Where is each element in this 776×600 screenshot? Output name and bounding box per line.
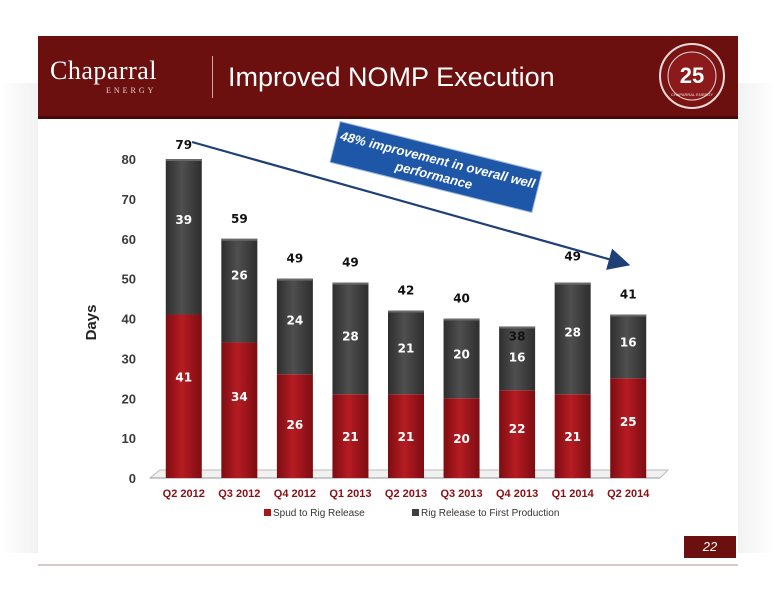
bar-top-edge bbox=[443, 318, 480, 321]
bar-spud-to-rig-release bbox=[499, 390, 536, 478]
bar-top-edge bbox=[610, 314, 647, 317]
bar-rig-release-to-first-production bbox=[499, 326, 536, 391]
bar-spud-to-rig-release bbox=[221, 342, 258, 478]
data-label-total: 79 bbox=[175, 138, 192, 152]
bar-top-edge bbox=[221, 238, 258, 241]
footer-line bbox=[38, 564, 738, 566]
data-label-release: 39 bbox=[175, 213, 192, 227]
data-label-release: 28 bbox=[564, 325, 581, 339]
left-shadow bbox=[0, 83, 38, 553]
data-label-release: 24 bbox=[287, 313, 304, 327]
x-tick-label: Q2 2014 bbox=[607, 488, 650, 500]
data-label-spud: 21 bbox=[342, 430, 359, 444]
bar-spud-to-rig-release bbox=[276, 374, 313, 478]
data-label-total: 49 bbox=[287, 252, 304, 266]
bar-top-edge bbox=[332, 282, 369, 285]
callout-box: 48% improvement in overall well performa… bbox=[329, 120, 543, 214]
data-label-spud: 41 bbox=[175, 370, 192, 384]
header-underline bbox=[38, 116, 738, 119]
bar-top-edge bbox=[165, 159, 202, 161]
bar-rig-release-to-first-production bbox=[388, 310, 424, 395]
data-label-total: 40 bbox=[453, 292, 470, 306]
y-tick-label: 70 bbox=[122, 192, 136, 207]
bar-rig-release-to-first-production bbox=[443, 318, 480, 399]
company-logo: Chaparral ENERGY bbox=[50, 56, 200, 98]
bar-spud-to-rig-release bbox=[332, 394, 369, 478]
data-label-spud: 34 bbox=[231, 390, 248, 404]
bar-rig-release-to-first-production bbox=[610, 314, 647, 379]
right-shadow bbox=[738, 83, 776, 553]
legend-label-spud: Spud to Rig Release bbox=[273, 508, 365, 519]
bar-top-edge bbox=[554, 282, 591, 285]
y-tick-label: 10 bbox=[122, 431, 136, 446]
bar-spud-to-rig-release bbox=[388, 394, 424, 478]
bar-spud-to-rig-release bbox=[554, 394, 591, 478]
data-label-spud: 22 bbox=[509, 422, 526, 436]
bar-rig-release-to-first-production bbox=[554, 282, 591, 395]
bar-rig-release-to-first-production bbox=[332, 282, 369, 395]
data-label-spud: 20 bbox=[453, 432, 470, 446]
bar-rig-release-to-first-production bbox=[221, 238, 258, 343]
anniversary-seal-icon: 25 CHAPARRAL ENERGY bbox=[659, 43, 725, 109]
y-tick-label: 30 bbox=[122, 351, 136, 366]
legend-swatch-spud bbox=[264, 509, 271, 516]
bar-top-edge bbox=[276, 278, 313, 281]
data-label-release: 16 bbox=[509, 350, 526, 364]
bar-spud-to-rig-release bbox=[165, 314, 202, 478]
data-label-release: 16 bbox=[620, 335, 637, 349]
bar-spud-to-rig-release bbox=[443, 398, 480, 478]
y-tick-label: 20 bbox=[122, 391, 136, 406]
data-label-total: 42 bbox=[398, 284, 415, 298]
data-label-spud: 26 bbox=[287, 418, 304, 432]
page-title: Improved NOMP Execution bbox=[228, 62, 555, 92]
x-tick-label: Q1 2014 bbox=[552, 488, 595, 500]
legend-swatch-release bbox=[412, 509, 419, 516]
seal-number: 25 bbox=[680, 63, 704, 88]
bar-top-edge bbox=[499, 326, 536, 329]
x-tick-label: Q2 2012 bbox=[163, 488, 205, 500]
data-label-release: 20 bbox=[453, 347, 470, 361]
data-label-release: 21 bbox=[398, 341, 415, 355]
y-tick-label: 40 bbox=[122, 312, 136, 327]
header-divider bbox=[212, 56, 213, 98]
x-tick-label: Q2 2013 bbox=[385, 488, 427, 500]
y-tick-label: 50 bbox=[122, 272, 136, 287]
data-label-spud: 21 bbox=[564, 430, 581, 444]
bar-spud-to-rig-release bbox=[610, 378, 647, 478]
legend-label-release: Rig Release to First Production bbox=[421, 508, 559, 519]
seal-text: CHAPARRAL ENERGY bbox=[671, 92, 713, 97]
page-number: 22 bbox=[684, 536, 736, 558]
logo-name: Chaparral bbox=[50, 56, 158, 85]
x-tick-label: Q3 2012 bbox=[218, 488, 260, 500]
data-label-total: 49 bbox=[342, 256, 359, 270]
data-label-total: 49 bbox=[564, 250, 581, 264]
data-label-release: 28 bbox=[342, 329, 359, 343]
x-tick-label: Q1 2013 bbox=[329, 488, 371, 500]
x-tick-label: Q4 2012 bbox=[274, 488, 316, 500]
bar-rig-release-to-first-production bbox=[165, 159, 202, 315]
data-label-spud: 25 bbox=[620, 415, 637, 429]
y-tick-label: 80 bbox=[122, 152, 136, 167]
trend-arrow bbox=[191, 140, 631, 270]
data-label-total: 59 bbox=[231, 212, 248, 226]
data-label-total: 41 bbox=[620, 288, 637, 302]
header-band: Chaparral ENERGY Improved NOMP Execution… bbox=[38, 36, 738, 116]
x-tick-label: Q4 2013 bbox=[496, 488, 538, 500]
logo-subtitle: ENERGY bbox=[106, 86, 157, 95]
y-axis-label: Days bbox=[83, 305, 100, 341]
y-tick-label: 60 bbox=[122, 232, 136, 247]
bar-rig-release-to-first-production bbox=[276, 278, 313, 375]
x-tick-label: Q3 2013 bbox=[440, 488, 482, 500]
data-label-spud: 21 bbox=[398, 430, 415, 444]
bar-top-edge bbox=[388, 310, 424, 313]
data-label-release: 26 bbox=[231, 269, 248, 283]
data-label-total: 38 bbox=[509, 329, 526, 343]
y-tick-label: 0 bbox=[129, 471, 136, 486]
